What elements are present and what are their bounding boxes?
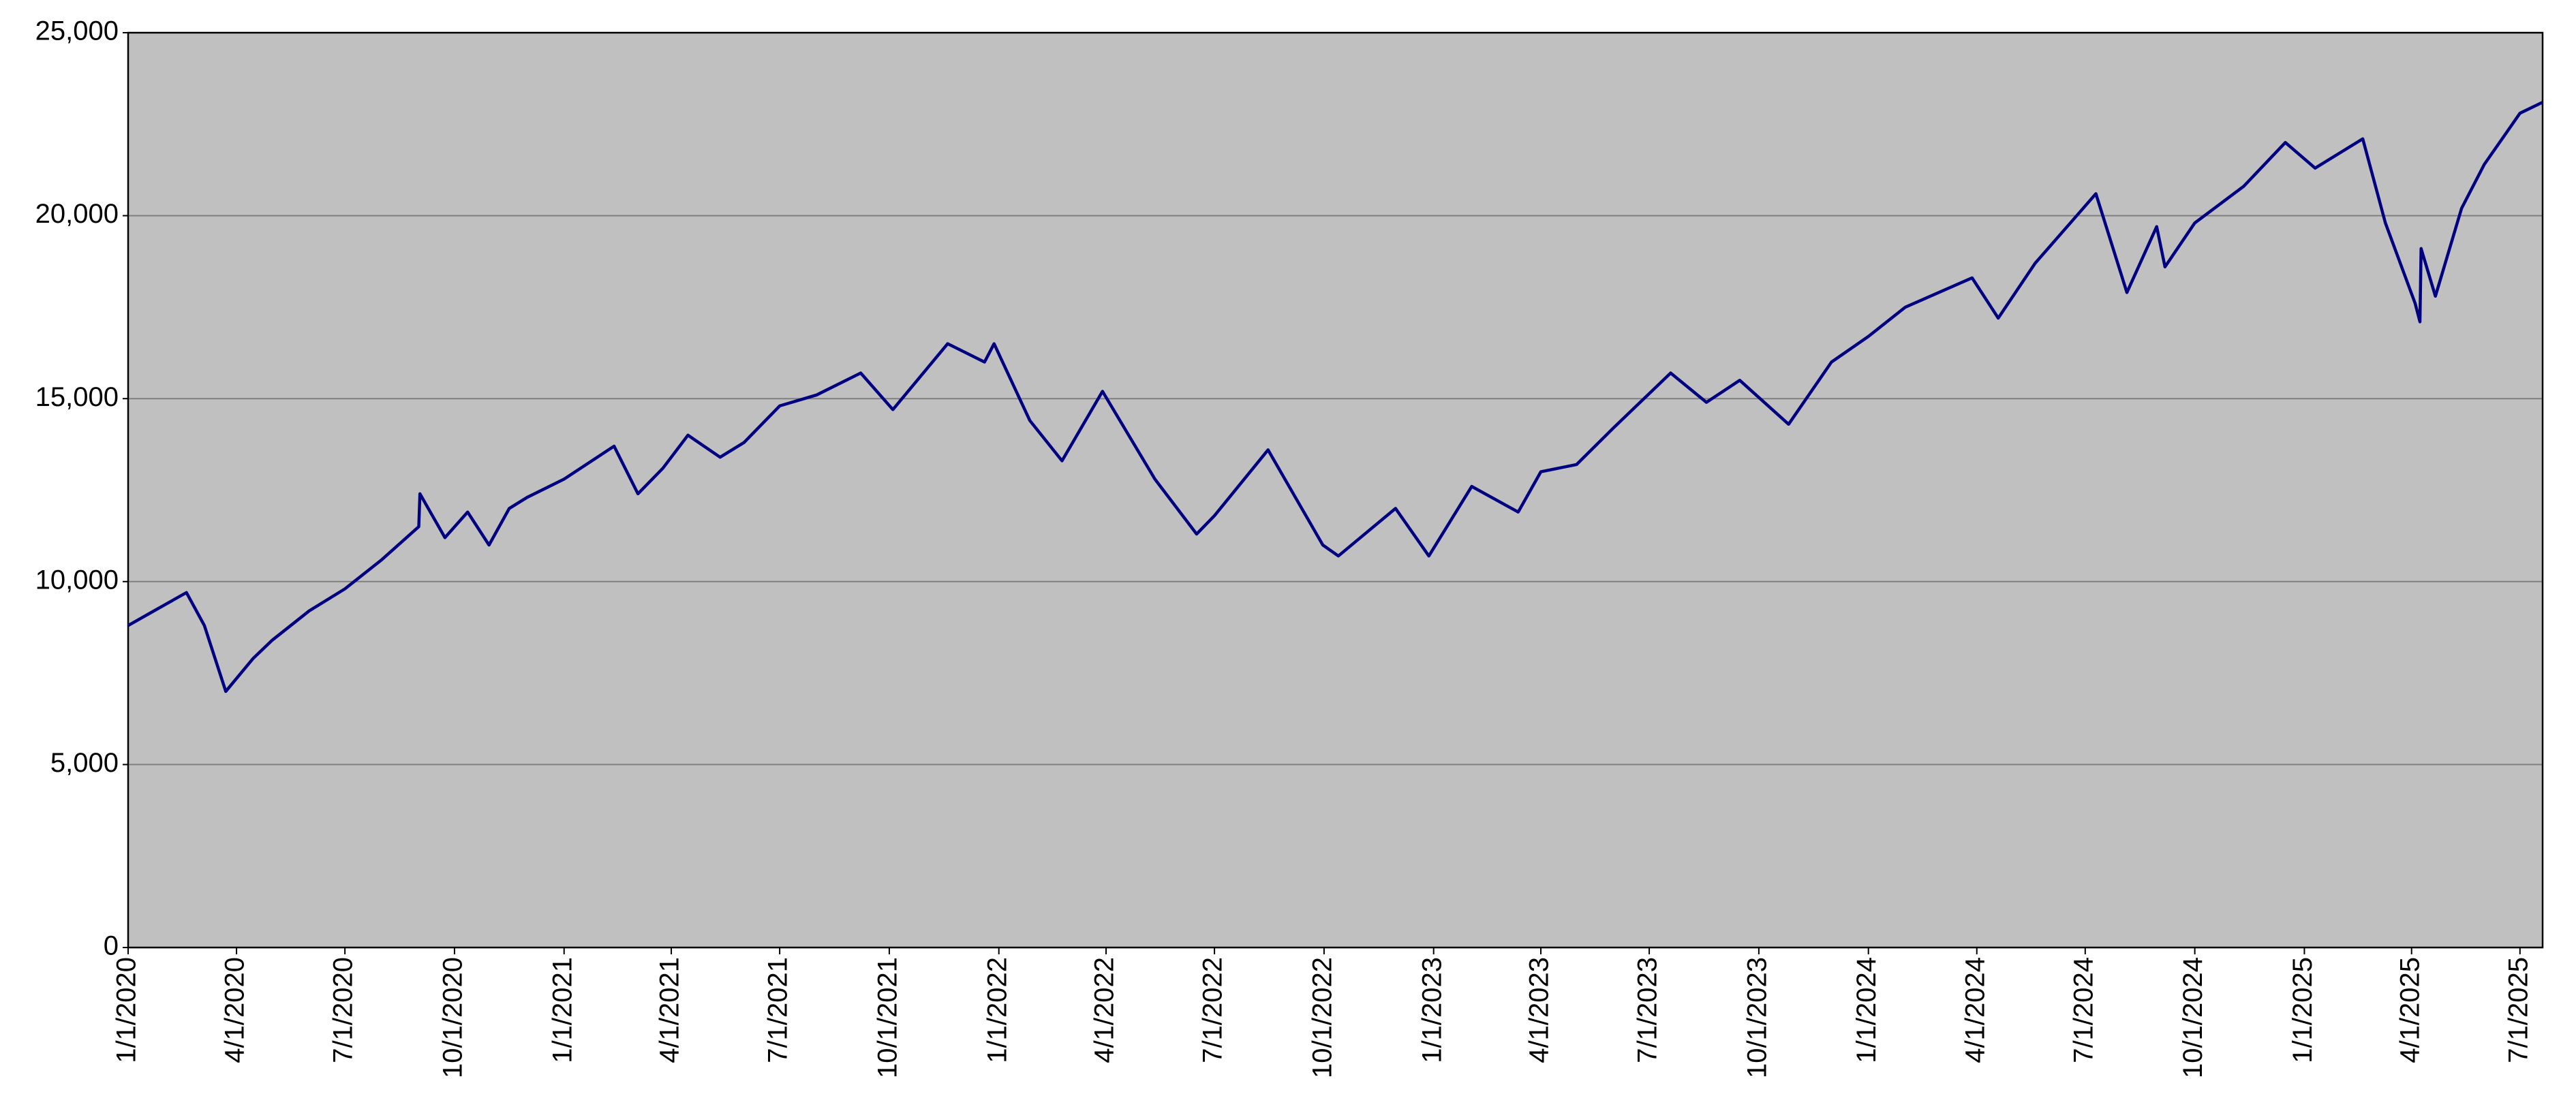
x-tick-label: 4/1/2025 <box>2395 957 2425 1063</box>
x-tick-label: 1/1/2025 <box>2288 957 2318 1063</box>
x-tick-label: 10/1/2021 <box>872 957 902 1078</box>
x-tick-label: 4/1/2024 <box>1960 957 1990 1063</box>
x-tick-label: 10/1/2024 <box>2178 957 2208 1078</box>
x-tick-label: 7/1/2020 <box>328 957 358 1063</box>
x-tick-label: 1/1/2023 <box>1417 957 1447 1063</box>
x-tick-label: 1/1/2021 <box>547 957 577 1063</box>
x-tick-label: 10/1/2023 <box>1742 957 1772 1078</box>
y-tick-label: 0 <box>104 931 119 961</box>
x-tick-label: 7/1/2021 <box>763 957 793 1063</box>
x-tick-label: 4/1/2023 <box>1524 957 1554 1063</box>
x-tick-label: 10/1/2020 <box>438 957 467 1078</box>
x-tick-label: 7/1/2025 <box>2503 957 2533 1063</box>
y-tick-label: 20,000 <box>35 199 119 229</box>
y-tick-label: 5,000 <box>50 748 119 778</box>
plot-border <box>127 31 2544 949</box>
x-tick-label: 7/1/2024 <box>2068 957 2098 1063</box>
x-tick-label: 10/1/2022 <box>1307 957 1337 1078</box>
x-tick-label: 1/1/2024 <box>1852 957 1882 1063</box>
x-tick-label: 1/1/2020 <box>112 957 142 1063</box>
y-tick-label: 15,000 <box>35 382 119 412</box>
data-line <box>127 101 2543 693</box>
y-tick-label: 25,000 <box>35 16 119 46</box>
x-tick-label: 4/1/2021 <box>655 957 685 1063</box>
x-tick-label: 4/1/2020 <box>220 957 250 1063</box>
x-tick-label: 7/1/2022 <box>1198 957 1228 1063</box>
x-tick-label: 4/1/2022 <box>1090 957 1120 1063</box>
plot-area <box>128 33 2543 948</box>
x-tick-label: 1/1/2022 <box>982 957 1012 1063</box>
x-tick-label: 7/1/2023 <box>1633 957 1663 1063</box>
y-tick-label: 10,000 <box>35 565 119 595</box>
